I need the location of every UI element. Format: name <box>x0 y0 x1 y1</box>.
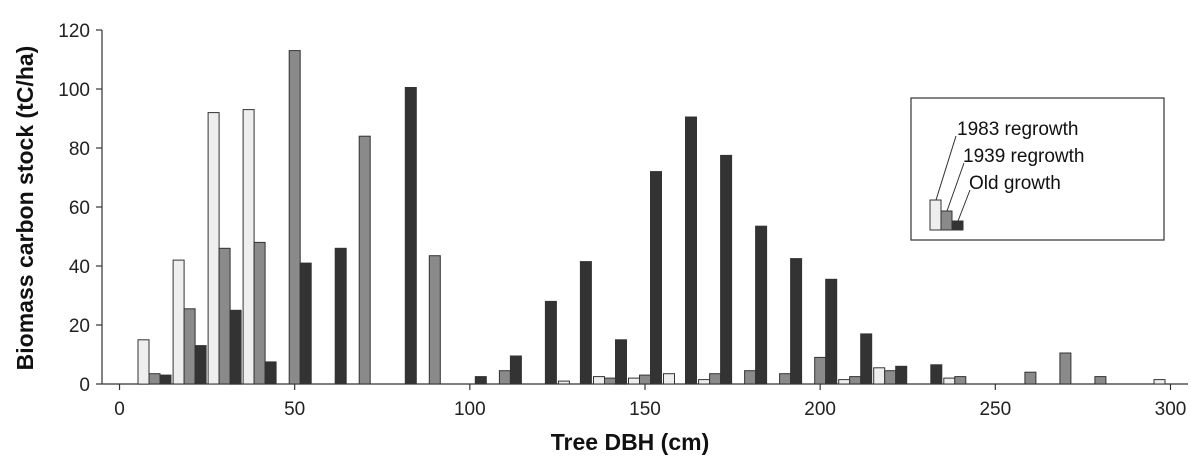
bar-1939-regrowth-210 <box>849 376 862 385</box>
bar-old-growth-30 <box>229 309 242 385</box>
bar-1939-regrowth-240 <box>954 376 967 385</box>
bar-old-growth-210 <box>860 333 873 385</box>
legend-swatch-old-growth <box>951 220 964 231</box>
bar-1939-regrowth-270 <box>1059 352 1072 385</box>
bar-1939-regrowth-190 <box>779 373 792 385</box>
bar-old-growth-110 <box>509 355 522 385</box>
bar-1939-regrowth-10 <box>148 373 161 385</box>
y-tick-label: 80 <box>69 139 90 160</box>
bar-1939-regrowth-20 <box>183 308 196 385</box>
legend-leader-1939 <box>946 162 965 212</box>
legend-swatch-1939-regrowth <box>940 210 953 231</box>
bar-1983-regrowth-210 <box>838 379 851 385</box>
bar-1939-regrowth-140 <box>604 377 616 385</box>
bar-old-growth-160 <box>685 116 697 385</box>
bars <box>137 50 1166 385</box>
legend-box <box>910 97 1165 241</box>
y-tick-label: 0 <box>79 375 90 396</box>
legend-label-1939-regrowth: 1939 regrowth <box>963 146 1084 167</box>
bar-1939-regrowth-70 <box>358 135 371 385</box>
bar-1939-regrowth-110 <box>498 370 511 385</box>
bar-1983-regrowth-130 <box>557 380 570 385</box>
bar-old-growth-220 <box>895 365 908 385</box>
bar-1983-regrowth-40 <box>242 109 255 385</box>
bar-1983-regrowth-30 <box>207 112 220 385</box>
bar-1939-regrowth-50 <box>288 50 301 385</box>
bar-1983-regrowth-220 <box>873 367 886 385</box>
x-tick-label: 200 <box>804 399 836 420</box>
x-tick-label: 100 <box>454 399 486 420</box>
legend-leader-1983 <box>935 135 957 201</box>
bar-1983-regrowth-240 <box>943 377 956 385</box>
bar-old-growth-100 <box>474 376 487 385</box>
x-tick-label: 0 <box>114 399 125 420</box>
x-axis-title: Tree DBH (cm) <box>551 429 709 455</box>
x-tick-label: 150 <box>629 399 661 420</box>
bar-old-growth-190 <box>790 258 803 385</box>
bar-old-growth-20 <box>194 345 207 385</box>
bar-1983-regrowth-20 <box>172 259 185 385</box>
y-tick-label: 20 <box>69 316 90 337</box>
bar-1983-regrowth-300 <box>1153 379 1166 385</box>
bar-1983-regrowth-10 <box>137 339 150 385</box>
y-tick-label: 40 <box>69 257 90 278</box>
bar-1939-regrowth-150 <box>639 374 651 385</box>
bar-1939-regrowth-180 <box>744 370 757 385</box>
bar-1939-regrowth-170 <box>709 373 722 385</box>
x-tick-label: 300 <box>1155 399 1187 420</box>
y-axis-title: Biomass carbon stock (tC/ha) <box>12 46 38 371</box>
bar-1939-regrowth-200 <box>814 356 827 385</box>
bar-old-growth-180 <box>755 225 768 385</box>
bar-old-growth-200 <box>825 278 838 385</box>
y-tick-label: 120 <box>58 21 90 42</box>
bar-old-growth-60 <box>334 247 347 385</box>
y-ticks: 0 20 40 60 80 100 120 <box>58 21 102 396</box>
bar-old-growth-140 <box>615 339 627 385</box>
bar-1939-regrowth-260 <box>1024 371 1037 385</box>
x-tick-label: 50 <box>284 399 305 420</box>
bar-old-growth-120 <box>544 300 557 385</box>
bar-1983-regrowth-150 <box>628 377 640 385</box>
bar-1939-regrowth-220 <box>884 370 897 385</box>
legend-label-1983-regrowth: 1983 regrowth <box>957 119 1078 140</box>
y-tick-label: 100 <box>58 80 90 101</box>
legend-label-old-growth: Old growth <box>969 173 1061 194</box>
bar-old-growth-50 <box>299 262 312 385</box>
bar-old-growth-10 <box>159 374 172 385</box>
bar-1939-regrowth-40 <box>253 241 266 385</box>
bar-1939-regrowth-30 <box>218 247 231 385</box>
bar-1939-regrowth-90 <box>428 255 441 385</box>
bar-old-growth-130 <box>579 261 592 385</box>
bar-old-growth-170 <box>720 154 733 385</box>
legend: 1983 regrowth 1939 regrowth Old growth <box>910 97 1165 241</box>
legend-leader-old <box>957 189 971 222</box>
bar-old-growth-230 <box>930 364 943 385</box>
bar-old-growth-40 <box>264 361 277 385</box>
x-ticks: 0 50 100 150 200 250 300 <box>114 384 1186 420</box>
bar-1983-regrowth-170 <box>698 379 711 385</box>
y-tick-label: 60 <box>69 198 90 219</box>
bar-old-growth-150 <box>650 171 662 385</box>
x-tick-label: 250 <box>979 399 1011 420</box>
bar-1983-regrowth-160 <box>663 373 675 385</box>
legend-swatch-1983-regrowth <box>929 199 942 231</box>
bar-1983-regrowth-140 <box>593 376 605 385</box>
axes: 0 20 40 60 80 100 120 0 50 100 150 200 250 300 <box>58 21 1188 420</box>
bar-1939-regrowth-280 <box>1094 376 1107 385</box>
bar-old-growth-80 <box>404 87 417 385</box>
